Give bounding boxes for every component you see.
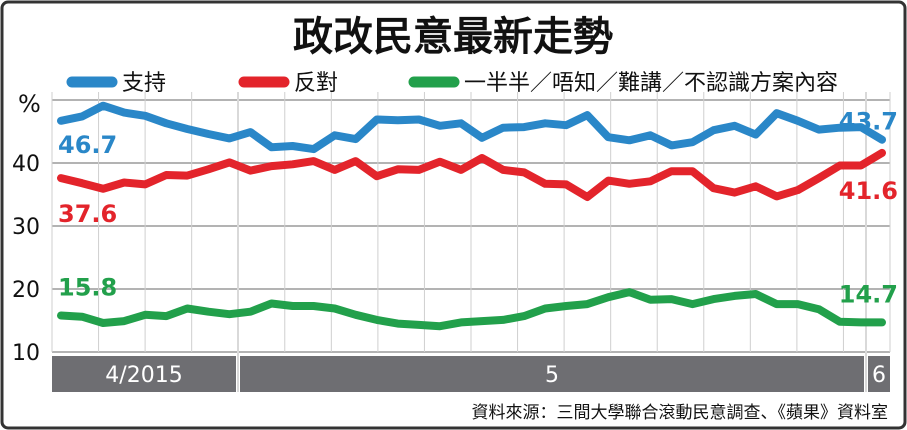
x-period-label-apr: 4/2015 [105, 363, 182, 388]
y-axis-unit: % [18, 90, 41, 118]
period-band-apr [52, 356, 236, 392]
legend-label-undecided: 一半半／唔知／難講／不認識方案內容 [464, 71, 838, 96]
data-label-end-support: 43.7 [839, 108, 898, 136]
x-period-label-jun: 6 [872, 363, 886, 388]
series-line-support [57, 101, 886, 154]
x-period-label-may: 5 [545, 363, 559, 388]
data-labels: 46.7 43.7 37.6 41.6 15.8 14.7 [58, 108, 898, 309]
y-tick-label-40: 40 [12, 152, 40, 177]
legend-label-oppose: 反對 [294, 71, 338, 96]
source-note: 資料來源：三間大學聯合滾動民意調查、《蘋果》資料室 [472, 403, 889, 423]
period-band-jun [868, 356, 890, 392]
period-band-may [240, 356, 864, 392]
data-label-end-oppose: 41.6 [839, 177, 898, 205]
series-line-oppose [57, 148, 886, 201]
legend: 支持 反對 一半半／唔知／難講／不認識方案內容 [66, 71, 838, 96]
series-lines [57, 101, 886, 331]
y-tick-labels: 10 20 30 40 [12, 152, 40, 366]
x-axis-period-band: 4/2015 5 6 [52, 356, 890, 392]
y-tick-label-30: 30 [12, 215, 40, 240]
y-tick-label-20: 20 [12, 278, 40, 303]
data-label-end-undecided: 14.7 [839, 280, 898, 308]
legend-label-support: 支持 [122, 71, 166, 96]
grid [51, 92, 891, 392]
data-label-start-oppose: 37.6 [58, 200, 117, 228]
data-label-start-support: 46.7 [58, 131, 117, 159]
series-line-undecided [57, 288, 886, 331]
chart-title: 政改民意最新走勢 [293, 14, 613, 60]
data-label-start-undecided: 15.8 [58, 273, 117, 301]
y-tick-label-10: 10 [12, 341, 40, 366]
